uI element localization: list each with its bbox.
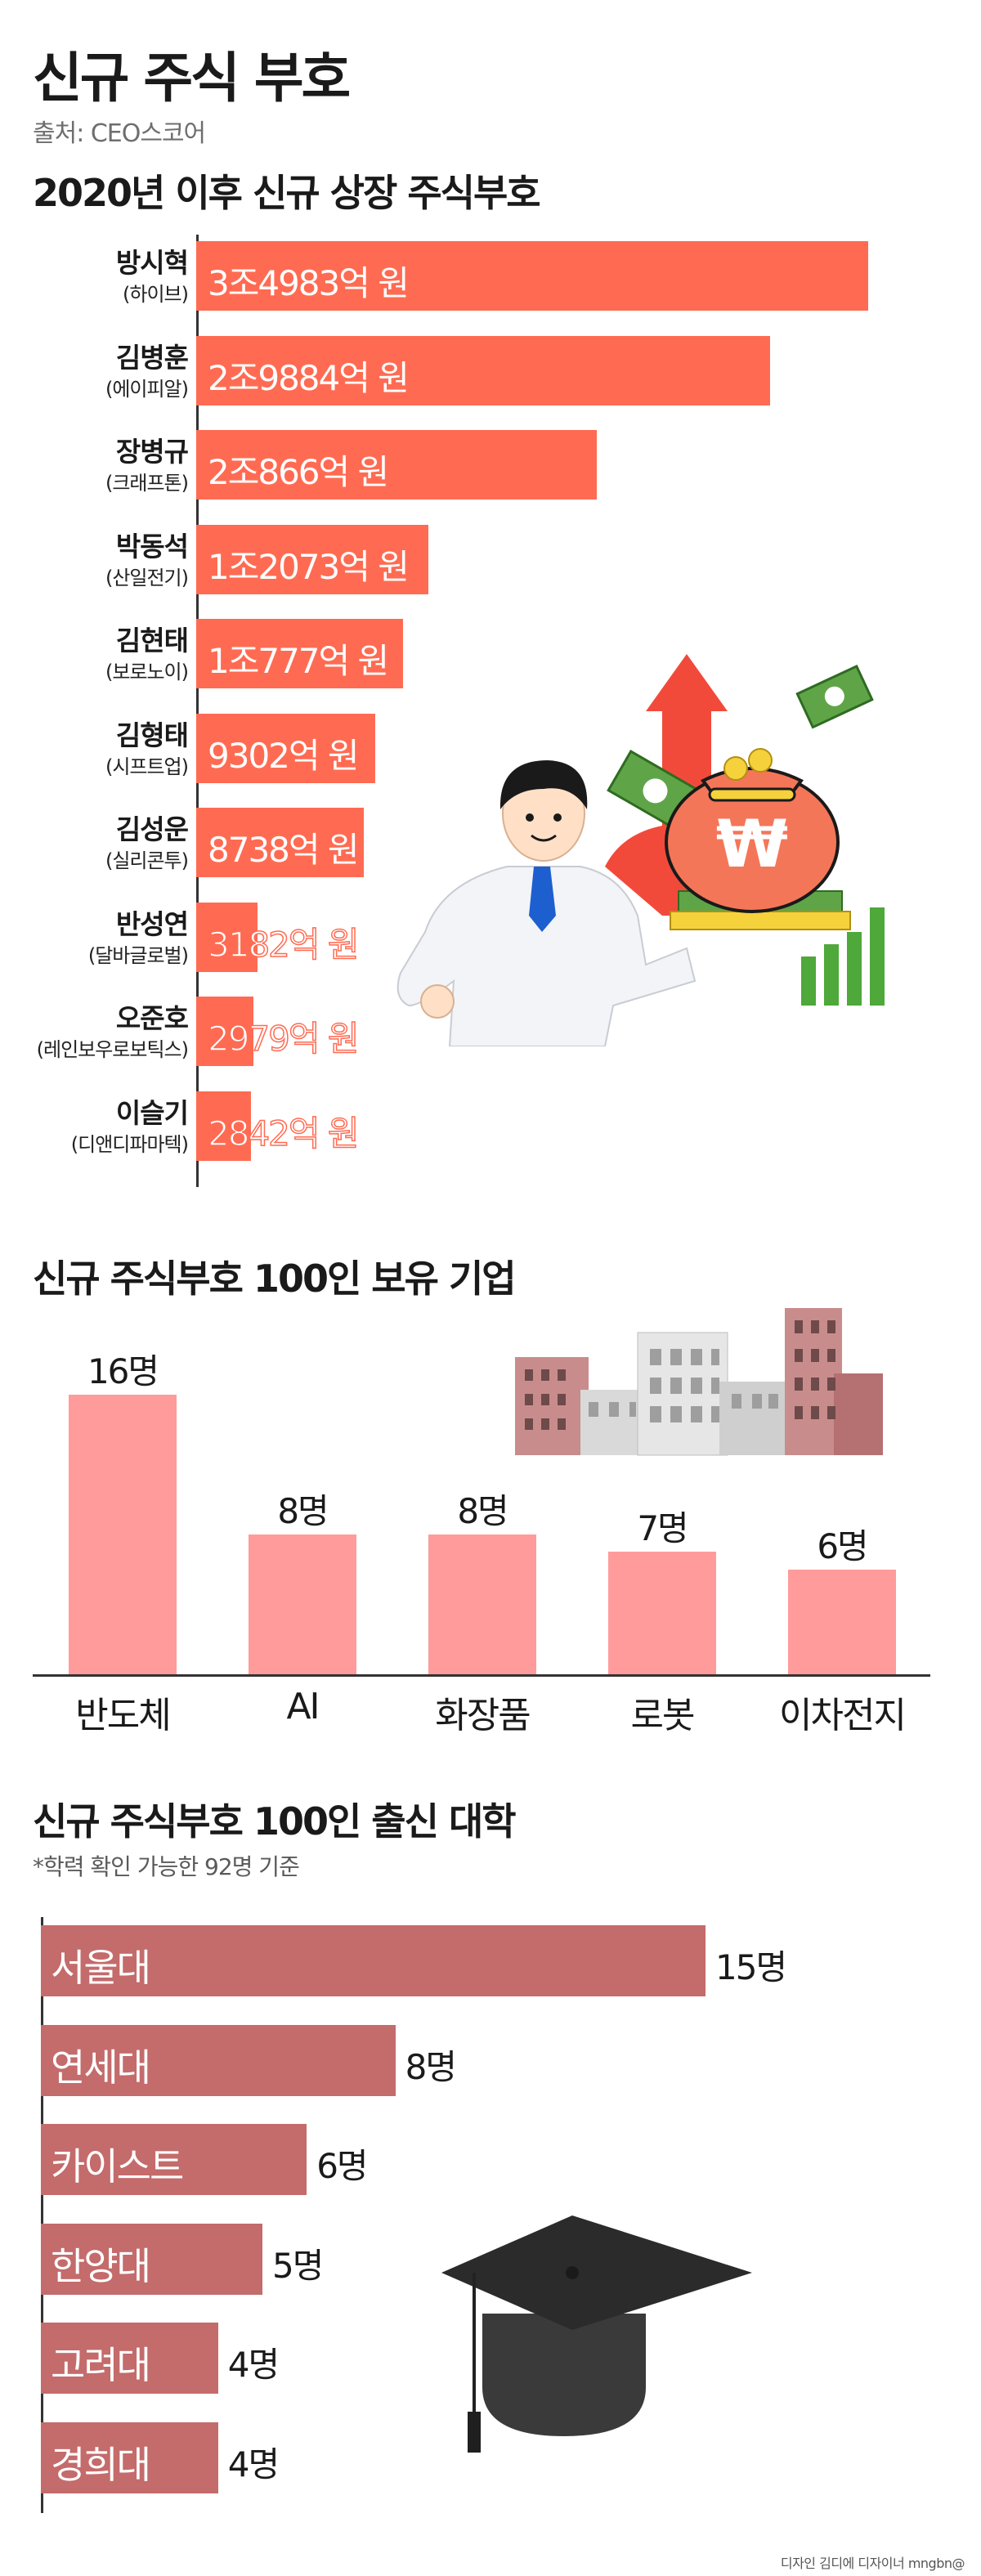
chart1-name: 반성연 — [115, 907, 189, 940]
chart2-value-label: 8명 — [457, 1490, 508, 1531]
chart1-company: (레인보우로보틱스) — [36, 1038, 189, 1061]
chart3-category-label: 경희대 — [51, 2442, 151, 2487]
chart2-axis — [33, 1674, 930, 1677]
chart1-name: 김형태 — [115, 719, 189, 751]
chart1-name: 김병훈 — [115, 341, 189, 374]
chart3-category-label: 한양대 — [51, 2243, 151, 2288]
chart3-bar — [41, 2323, 218, 2394]
tassel-icon — [468, 2412, 481, 2453]
chart1-company: (보로노이) — [105, 661, 189, 683]
chart3-value-label: 4명 — [227, 2345, 280, 2385]
chart1-name: 오준호 — [115, 1002, 189, 1034]
chart1-company: (시프트업) — [105, 755, 189, 778]
chart2-value-label: 8명 — [277, 1490, 329, 1531]
chart1-bar — [196, 713, 375, 783]
chart1-bar — [196, 430, 598, 500]
design-credit: 디자인 김디에 디자이너 mngbn@ — [780, 2556, 965, 2571]
chart1-value-label: 2842억 원 — [207, 1113, 360, 1154]
chart3-bar — [41, 2223, 262, 2295]
won-sign-icon: ₩ — [716, 806, 788, 882]
chart2-bar — [788, 1569, 896, 1674]
source-note: 출처: CEO스코어 — [33, 119, 206, 148]
chart3-value-label: 5명 — [272, 2245, 324, 2286]
chart3-category-label: 고려대 — [51, 2343, 151, 2387]
chart3-bar — [41, 2421, 218, 2493]
chart3-value-label: 15명 — [715, 1947, 787, 1987]
chart1-value-label: 2조866억 원 — [208, 452, 389, 492]
chart1-name: 김성운 — [115, 813, 189, 845]
chart1-bar — [196, 808, 365, 877]
chart1-axis — [196, 235, 199, 1187]
chart3-value-label: 6명 — [316, 2146, 368, 2186]
chart1-title: 2020년 이후 신규 상장 주식부호 — [33, 171, 541, 215]
chart2-bar — [249, 1534, 356, 1674]
chart1-company: (에이피알) — [105, 377, 189, 401]
chart1-bar — [196, 997, 253, 1066]
chart2-bar — [428, 1534, 536, 1674]
chart3-value-label: 4명 — [227, 2444, 280, 2484]
chart3-bar — [41, 2124, 307, 2195]
necktie-icon — [529, 867, 556, 932]
chart2-title: 신규 주식부호 100인 보유 기업 — [33, 1257, 517, 1301]
chart3-bar — [41, 1925, 706, 1996]
banknote-icon — [795, 664, 874, 729]
chart1-name: 이슬기 — [115, 1096, 189, 1129]
chart3-bar — [41, 2024, 396, 2096]
chart1-company: (실리콘투) — [105, 849, 189, 872]
chart1-bar — [196, 524, 428, 594]
chart1-name: 방시혁 — [115, 247, 189, 279]
chart2-value-label: 16명 — [87, 1351, 159, 1391]
chart1-bar — [196, 335, 771, 405]
graduation-cap-icon — [441, 2215, 752, 2453]
city-buildings-icon — [515, 1308, 883, 1456]
chart1-name: 박동석 — [115, 530, 189, 562]
chart3-category-label: 카이스트 — [51, 2144, 184, 2188]
chart1-value-label: 1조777억 원 — [208, 641, 389, 681]
chart2-value-label: 6명 — [817, 1525, 868, 1566]
chart3-note: *학력 확인 가능한 92명 기준 — [33, 1853, 300, 1880]
chart1-company: (달바글로벌) — [87, 943, 189, 967]
chart1-value-label: 2조9884억 원 — [208, 357, 410, 398]
chart1-company: (디앤디파마텍) — [70, 1132, 189, 1156]
chart1-bar — [196, 902, 258, 972]
page-title: 신규 주식 부호 — [33, 47, 351, 110]
chart1-company: (크래프톤) — [105, 472, 189, 495]
chart2-bar — [608, 1552, 716, 1674]
chart1-name: 김현태 — [115, 625, 189, 656]
chart1-company: (하이브) — [123, 283, 189, 306]
chart3-category-label: 연세대 — [51, 2045, 151, 2090]
chart3-axis — [41, 1917, 43, 2513]
chart2-value-label: 7명 — [637, 1508, 688, 1549]
businessman-money-bag-icon: ₩ — [396, 654, 885, 1046]
chart1-bar — [196, 241, 868, 311]
chart1-value-label: 1조2073억 원 — [208, 546, 410, 587]
chart1-value-label: 2979억 원 — [207, 1018, 360, 1060]
chart2-category-label: AI — [286, 1686, 320, 1727]
chart2-category-label: 반도체 — [75, 1695, 171, 1736]
chart3-value-label: 8명 — [405, 2046, 457, 2087]
chart2-category-label: 로봇 — [630, 1695, 696, 1736]
chart2-bar — [69, 1394, 177, 1674]
chart1-bar — [196, 619, 404, 688]
chart1-value-label: 9302억 원 — [208, 735, 360, 776]
chart1-value-label: 3182억 원 — [207, 924, 360, 965]
chart3-title: 신규 주식부호 100인 출신 대학 — [33, 1799, 517, 1844]
chart1-bar — [196, 1091, 251, 1161]
chart1-company: (산일전기) — [105, 566, 189, 589]
chart3-category-label: 서울대 — [51, 1946, 151, 1990]
chart1-value-label: 8738억 원 — [208, 830, 360, 870]
chart1-value-label: 3조4983억 원 — [208, 263, 410, 303]
chart2-category-label: 이차전지 — [779, 1695, 907, 1736]
chart1-name: 장병규 — [115, 436, 189, 468]
chart2-category-label: 화장품 — [435, 1695, 531, 1736]
